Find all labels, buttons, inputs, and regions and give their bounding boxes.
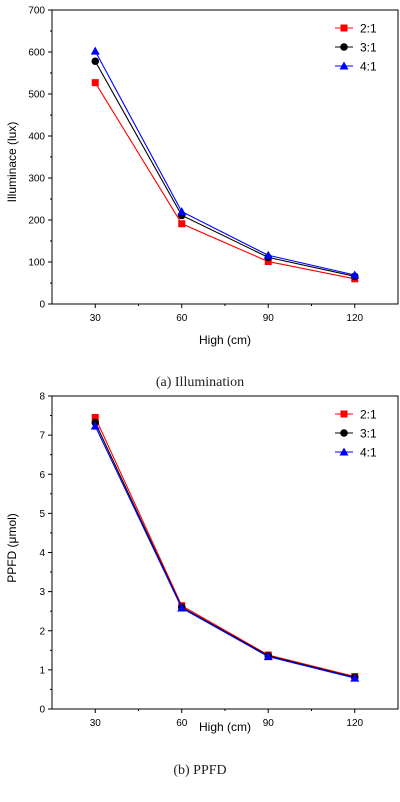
xlabel-ppfd: High (cm): [199, 720, 251, 734]
illumination-xtick-label: 60: [176, 313, 188, 324]
ppfd-series-line-0: [94, 417, 355, 678]
ppfd-legend-label-1: 3:1: [360, 427, 377, 441]
ppfd-ytick-label: 0: [39, 705, 45, 716]
ppfd-legend-marker-0: [340, 410, 348, 418]
ppfd-point-2-2: [263, 652, 273, 661]
illumination-point-0-1: [178, 220, 186, 228]
illumination-xtick-label: 90: [263, 313, 275, 324]
illumination-legend-marker-2: [339, 61, 349, 70]
ppfd-legend-marker-1: [340, 429, 348, 437]
illumination-point-0-0: [91, 79, 99, 87]
ppfd-point-2-3: [350, 673, 360, 682]
illumination-series-line-2: [94, 50, 355, 276]
ppfd-xtick-label: 90: [263, 718, 275, 729]
illumination-point-2-1: [177, 207, 187, 216]
ppfd-ytick-label: 8: [39, 392, 45, 403]
ppfd-legend-label-2: 4:1: [360, 446, 377, 460]
ppfd-ytick-label: 3: [39, 587, 45, 598]
ppfd-point-2-1: [177, 603, 187, 612]
illumination-ytick-label: 300: [28, 174, 45, 185]
caption-ppfd: (b) PPFD: [173, 763, 226, 778]
illumination-point-2-3: [350, 270, 360, 279]
ppfd-legend-marker-2: [339, 447, 349, 456]
illumination-point-0-2: [264, 258, 272, 266]
ppfd-xtick-label: 30: [90, 718, 102, 729]
ylabel-ppfd: PPFD (μmol): [5, 513, 19, 583]
chart-illumination: 0 100 200 300 400 500 600 700 30 60 90 120 2:1 3:1 4:1: [28, 6, 399, 324]
ppfd-ytick-label: 4: [39, 548, 45, 559]
illumination-series-line-0: [94, 82, 355, 280]
illumination-ytick-label: 0: [39, 300, 45, 311]
caption-illumination: (a) Illumination: [156, 375, 244, 390]
ppfd-xtick-label: 120: [346, 718, 363, 729]
illumination-legend-marker-0: [340, 24, 348, 32]
illumination-ytick-label: 200: [28, 216, 45, 227]
illumination-xtick-label: 120: [346, 313, 363, 324]
ppfd-series-line-2: [94, 425, 355, 679]
illumination-plot-frame: [51, 9, 399, 305]
ppfd-ytick-label: 2: [39, 626, 45, 637]
illumination-legend-label-2: 4:1: [360, 60, 377, 74]
ppfd-point-2-0: [90, 421, 100, 430]
ppfd-point-0-0: [91, 414, 99, 422]
ppfd-series-line-1: [94, 422, 355, 678]
xlabel-illumination: High (cm): [199, 333, 251, 347]
illumination-legend-label-1: 3:1: [360, 41, 377, 55]
illumination-xtick-label: 30: [90, 313, 102, 324]
ppfd-ytick-label: 5: [39, 509, 45, 520]
illumination-ytick-label: 600: [28, 48, 45, 59]
ppfd-legend-label-0: 2:1: [360, 408, 377, 422]
ylabel-illumination: Illuminace (lux): [5, 122, 19, 203]
ppfd-ytick-label: 6: [39, 470, 45, 481]
illumination-ytick-label: 100: [28, 258, 45, 269]
illumination-ytick-label: 400: [28, 132, 45, 143]
ppfd-plot-frame: [51, 395, 399, 710]
ppfd-ytick-label: 7: [39, 431, 45, 442]
illumination-point-1-0: [91, 57, 100, 66]
illumination-series-line-1: [94, 60, 355, 277]
illumination-point-2-0: [90, 46, 100, 55]
illumination-legend-marker-1: [340, 43, 348, 51]
ppfd-ytick-label: 1: [39, 665, 45, 676]
ppfd-xtick-label: 60: [176, 718, 188, 729]
illumination-ytick-label: 700: [28, 6, 45, 17]
chart-ppfd: 0 1 2 3 4 5 6 7 8 30 60 90 120 2:1 3:1 4:1: [39, 392, 399, 729]
illumination-point-2-2: [263, 250, 273, 259]
illumination-legend-label-0: 2:1: [360, 22, 377, 36]
illumination-ytick-label: 500: [28, 90, 45, 101]
